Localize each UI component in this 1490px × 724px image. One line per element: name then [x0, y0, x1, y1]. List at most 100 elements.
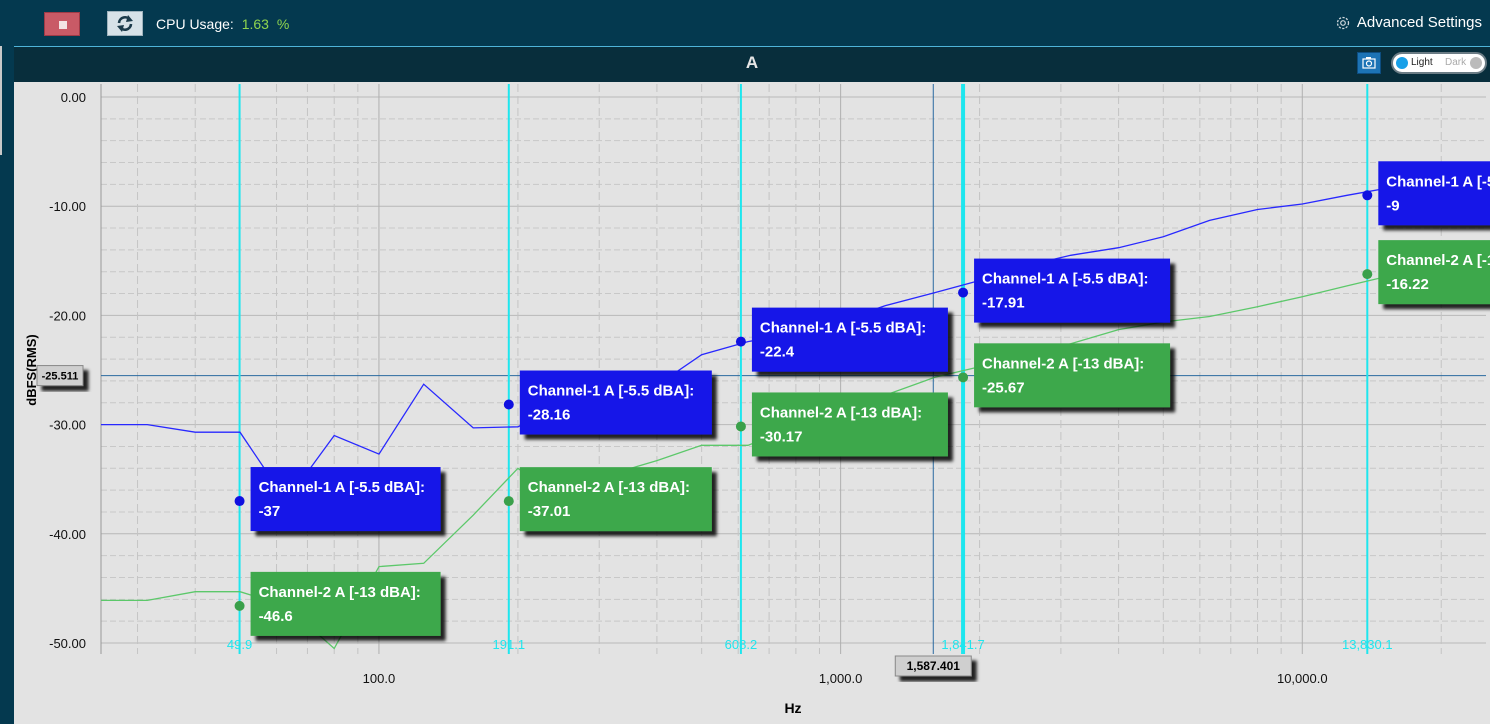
toggle-right-dot [1470, 57, 1482, 69]
channel1-marker [958, 287, 969, 298]
tooltip-channel1: Channel-1 A [-5.5 dBA]: -22.4 [751, 307, 948, 372]
chart-titlebar: A Light Dark [14, 46, 1490, 82]
tooltip-channel2-value: -16.22 [1386, 276, 1429, 293]
y-tick-label: -50.00 [49, 636, 86, 651]
y-tick-label: -30.00 [49, 418, 86, 433]
y-axis-label: dBFS(RMS) [24, 334, 39, 406]
camera-icon [1362, 57, 1376, 69]
stop-icon [59, 21, 67, 29]
window-left-edge [0, 0, 14, 724]
window-resize-handle[interactable] [0, 45, 2, 155]
x-tick-label: 10,000.0 [1277, 671, 1328, 686]
x-axis-ticks: 100.0 1,000.0 10,000.0 [363, 671, 1328, 686]
cpu-usage-unit: % [276, 16, 290, 32]
y-tick-label: -20.00 [49, 308, 86, 323]
tooltip-channel1-label: Channel-1 A [-5.5 dBA]: [528, 383, 694, 400]
cursor-x-label: 1,841.7 [941, 637, 984, 652]
tooltip-channel2-value: -46.6 [259, 608, 293, 625]
cpu-usage-value: 1.63 [241, 16, 269, 32]
channel1-marker [1362, 190, 1373, 201]
tooltip-channel1-bg [974, 258, 1171, 323]
tooltip-channel1: Channel-1 A [-5.5 dBA]: -28.16 [519, 370, 712, 435]
tooltip-channel2-bg [751, 392, 948, 457]
tooltip-channel2-value: -30.17 [760, 428, 803, 445]
tooltip-channel2: Channel-2 A [-13 dBA]: -46.6 [250, 571, 441, 636]
tooltip-channel2: Channel-2 A [-13 dBA]: -37.01 [519, 467, 712, 532]
x-tick-label: 100.0 [363, 671, 396, 686]
tooltip-channel1: Channel-1 A [-5.5 dBA]: -17.91 [974, 258, 1171, 323]
channel1-marker [234, 496, 245, 507]
tooltip-channel2-label: Channel-2 A [-13 dBA]: [760, 404, 922, 421]
tooltip-channel1-label: Channel-1 A [-5.5 dBA]: [982, 271, 1148, 288]
tooltip-channel2-label: Channel-2 A [-13 dBA]: [1386, 252, 1490, 269]
tooltip-channel2: Channel-2 A [-13 dBA]: -30.17 [751, 392, 948, 457]
y-tick-label: -40.00 [49, 527, 86, 542]
cursor-x-label: 608.2 [725, 637, 758, 652]
channel2-marker [234, 600, 245, 611]
tooltip-channel1-value: -22.4 [760, 344, 795, 361]
tooltip-channel2-bg [1378, 240, 1490, 305]
crosshair-badges: -25.511 1,587.401 [36, 365, 972, 677]
tooltip-channel2-label: Channel-2 A [-13 dBA]: [259, 584, 421, 601]
cpu-usage: CPU Usage: 1.63 % [156, 16, 289, 32]
y-tick-label: -10.00 [49, 199, 86, 214]
tooltip-channel2-bg [974, 343, 1171, 408]
toolbar: CPU Usage: 1.63 % Advanced Settings [0, 0, 1490, 46]
tooltip-channel2-bg [519, 467, 712, 532]
crosshair-x-value: 1,587.401 [907, 659, 961, 673]
channel1-marker [735, 336, 746, 347]
crosshair-x-badge-bg [894, 655, 972, 677]
tooltip-channel2-label: Channel-2 A [-13 dBA]: [982, 355, 1144, 372]
chart-title: A [745, 53, 759, 72]
tooltip-channel1-bg [751, 307, 948, 372]
tooltip-channel2-bg [250, 571, 441, 636]
channel2-marker [503, 496, 514, 507]
cpu-usage-label: CPU Usage: [156, 16, 234, 32]
crosshair-y-badge: -25.511 [36, 365, 84, 387]
cursor-x-label: 49.9 [227, 637, 252, 652]
theme-toggle[interactable]: Light Dark [1391, 52, 1487, 74]
cursor-tooltips: Channel-2 A [-13 dBA]: -46.6 Channel-1 A [… [250, 161, 1490, 636]
theme-dark-label: Dark [1445, 57, 1467, 68]
tooltip-channel1-value: -37 [259, 503, 281, 520]
tooltip-channel1-value: -17.91 [982, 295, 1025, 312]
y-tick-label: 0.00 [61, 90, 86, 105]
channel1-marker [503, 399, 514, 410]
tooltip-channel2-value: -37.01 [528, 503, 571, 520]
theme-light-label: Light [1411, 57, 1433, 68]
tooltip-channel1-label: Channel-1 A [-5.5 dBA]: [259, 479, 425, 496]
channel2-marker [1362, 269, 1373, 280]
grid [100, 84, 1486, 654]
x-axis-label: Hz [784, 700, 801, 716]
channel2-marker [958, 372, 969, 383]
tooltip-channel1-bg [1378, 161, 1490, 226]
tooltip-channel1: Channel-1 A [-5.5 dBA]: -37 [250, 467, 441, 532]
tooltip-channel1-value: -9 [1386, 197, 1399, 214]
channel2-marker [735, 421, 746, 432]
advanced-settings-label: Advanced Settings [1356, 14, 1482, 31]
tooltip-channel2: Channel-2 A [-13 dBA]: -16.22 [1378, 240, 1490, 305]
tooltip-channel1-bg [250, 467, 441, 532]
crosshair-y-value: -25.511 [42, 371, 79, 383]
tooltip-channel1-label: Channel-1 A [-5.5 dBA]: [1386, 173, 1490, 190]
series-markers [234, 190, 1373, 611]
tooltip-channel2-value: -25.67 [982, 379, 1025, 396]
x-tick-label: 1,000.0 [819, 671, 862, 686]
y-axis-ticks: 0.00 -10.00 -20.00 -30.00 -40.00 -50.00 [49, 90, 86, 651]
toggle-knob [1396, 57, 1408, 69]
tooltip-channel1-value: -28.16 [528, 407, 571, 424]
camera-button[interactable] [1357, 52, 1381, 74]
tooltip-channel1-bg [519, 370, 712, 435]
cursor-x-label: 191.1 [493, 637, 526, 652]
tooltip-channel1-label: Channel-1 A [-5.5 dBA]: [760, 320, 926, 337]
cursor-lines[interactable]: 49.9 191.1 608.2 1,841.7 13,830.1 [227, 84, 1393, 654]
advanced-settings-button[interactable]: Advanced Settings [1335, 14, 1482, 31]
stop-button[interactable] [44, 12, 80, 36]
tooltip-channel2: Channel-2 A [-13 dBA]: -25.67 [974, 343, 1171, 408]
crosshair-x-badge: 1,587.401 [894, 655, 972, 677]
gear-icon [1336, 16, 1350, 29]
refresh-button[interactable] [107, 11, 143, 36]
tooltip-channel2-label: Channel-2 A [-13 dBA]: [528, 479, 690, 496]
refresh-icon [117, 15, 133, 32]
